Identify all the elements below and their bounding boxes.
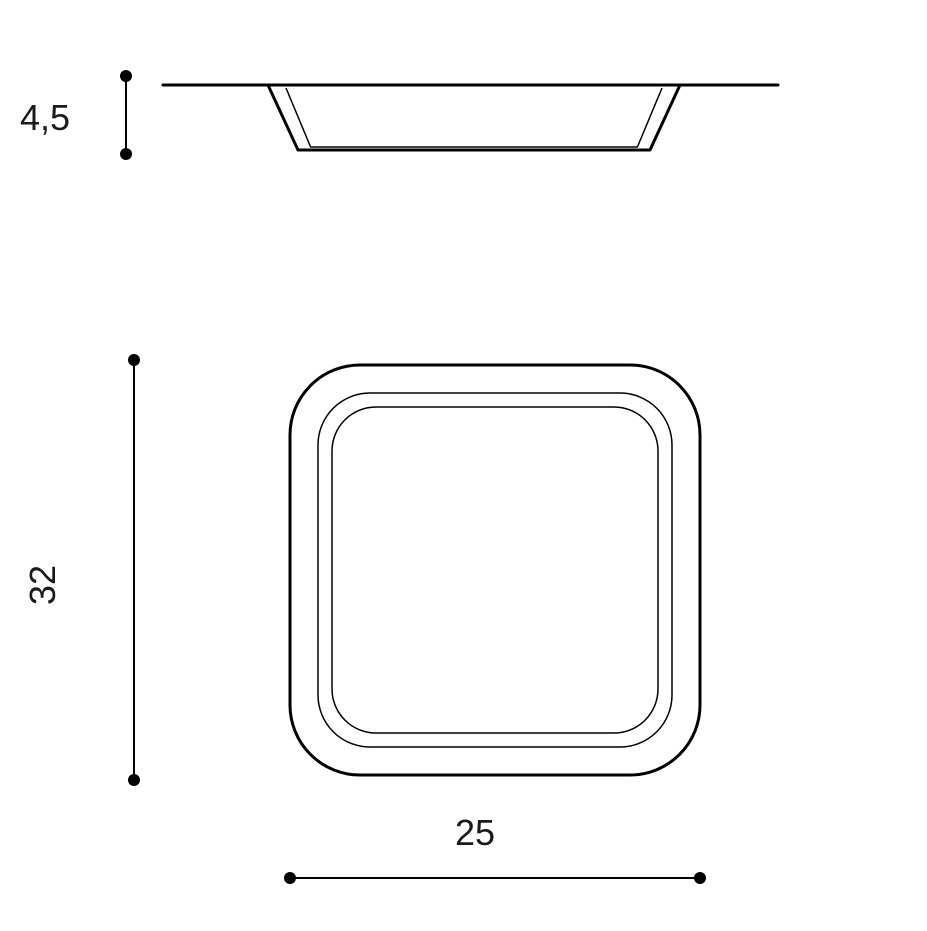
width-dimension-label: 25 bbox=[455, 812, 495, 853]
top-view-outer-edge bbox=[290, 365, 700, 775]
depth-dim-dot-bottom bbox=[128, 774, 140, 786]
width-dim-dot-left bbox=[284, 872, 296, 884]
height-dimension-label: 4,5 bbox=[20, 97, 70, 138]
height-dim-dot-top bbox=[120, 70, 132, 82]
depth-dimension-label: 32 bbox=[22, 565, 63, 605]
height-dim-dot-bottom bbox=[120, 148, 132, 160]
width-dim-dot-right bbox=[694, 872, 706, 884]
depth-dim-dot-top bbox=[128, 354, 140, 366]
